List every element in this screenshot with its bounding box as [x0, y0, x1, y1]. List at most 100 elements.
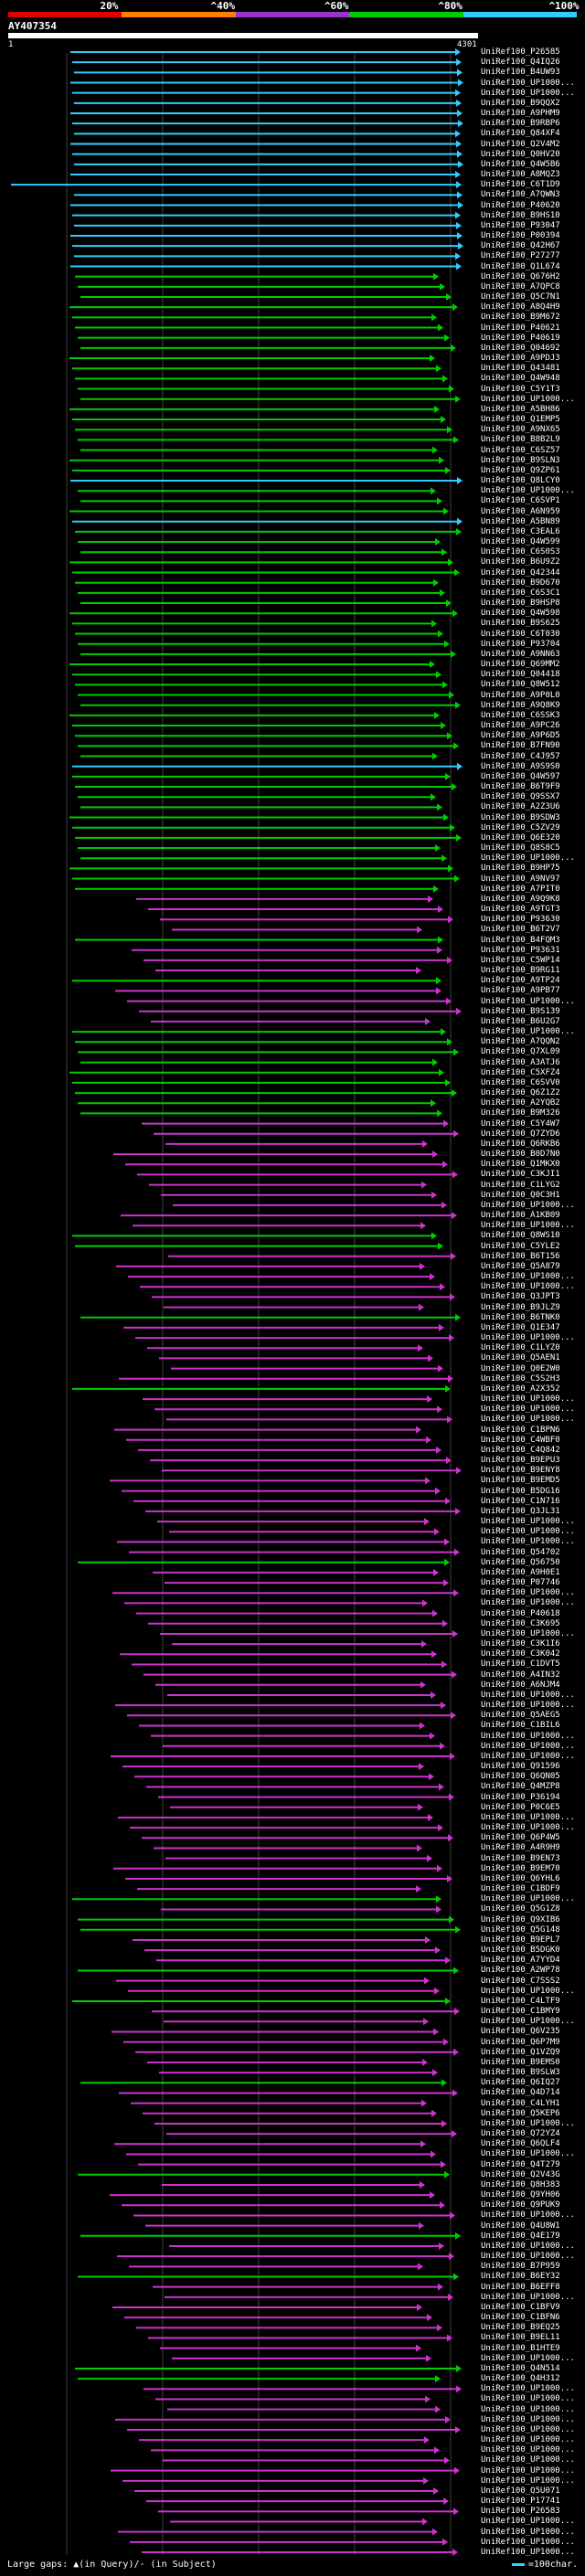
hit-row[interactable]	[72, 313, 437, 322]
hit-row[interactable]	[78, 487, 436, 495]
hit-row[interactable]	[75, 375, 448, 383]
hit-label[interactable]: UniRef100_UP1000...	[481, 1598, 575, 1608]
hit-row[interactable]	[74, 130, 461, 138]
hit-row[interactable]	[153, 1568, 439, 1576]
hit-label[interactable]: UniRef100_Q1MKX0	[481, 1160, 560, 1170]
hit-row[interactable]	[122, 2201, 445, 2210]
hit-label[interactable]: UniRef100_Q9YH06	[481, 2190, 560, 2200]
hit-row[interactable]	[78, 436, 459, 444]
hit-label[interactable]: UniRef100_B9HP75	[481, 864, 560, 874]
hit-row[interactable]	[80, 1313, 461, 1321]
hit-label[interactable]: UniRef100_B6U2G7	[481, 1016, 560, 1026]
hit-row[interactable]	[154, 2119, 447, 2127]
hit-label[interactable]: UniRef100_UP1000...	[481, 996, 575, 1006]
hit-label[interactable]: UniRef100_Q5C7N1	[481, 292, 560, 302]
hit-label[interactable]: UniRef100_A4R9H9	[481, 1843, 560, 1853]
hit-row[interactable]	[69, 610, 458, 618]
hit-row[interactable]	[146, 2497, 449, 2506]
hit-row[interactable]	[78, 2170, 450, 2178]
hit-row[interactable]	[139, 1722, 425, 1730]
hit-row[interactable]	[78, 1966, 459, 1975]
hit-label[interactable]: UniRef100_B9JLZ9	[481, 1302, 560, 1312]
hit-row[interactable]	[127, 1712, 456, 1720]
hit-label[interactable]: UniRef100_A2Z3U6	[481, 802, 560, 812]
hit-row[interactable]	[114, 2140, 426, 2148]
hit-label[interactable]: UniRef100_P40620	[481, 200, 560, 210]
hit-row[interactable]	[72, 211, 461, 219]
hit-label[interactable]: UniRef100_A7QWN3	[481, 190, 560, 200]
hit-label[interactable]: UniRef100_Q4H312	[481, 2374, 560, 2384]
hit-row[interactable]	[119, 1374, 453, 1383]
hit-row[interactable]	[143, 1395, 432, 1404]
hit-row[interactable]	[161, 1191, 437, 1199]
hit-label[interactable]: UniRef100_UP1000...	[481, 1812, 575, 1822]
hit-label[interactable]: UniRef100_P40621	[481, 323, 560, 333]
hit-label[interactable]: UniRef100_UP1000...	[481, 1394, 575, 1405]
hit-row[interactable]	[72, 568, 460, 577]
hit-row[interactable]	[75, 630, 443, 638]
hit-label[interactable]: UniRef100_C4Q842	[481, 1445, 560, 1455]
hit-label[interactable]: UniRef100_UP1000...	[481, 2445, 575, 2455]
hit-row[interactable]	[72, 1232, 437, 1240]
hit-label[interactable]: UniRef100_C3KJI1	[481, 1170, 560, 1180]
hit-row[interactable]	[78, 1099, 436, 1108]
hit-row[interactable]	[117, 1538, 450, 1546]
hit-row[interactable]	[118, 2528, 438, 2536]
hit-row[interactable]	[133, 1497, 451, 1505]
hit-label[interactable]: UniRef100_C5Y1T3	[481, 384, 560, 394]
hit-label[interactable]: UniRef100_B1HTE9	[481, 2343, 560, 2353]
hit-label[interactable]: UniRef100_UP1000...	[481, 394, 575, 404]
hit-label[interactable]: UniRef100_UP1000...	[481, 2292, 575, 2302]
hit-label[interactable]: UniRef100_Q6E320	[481, 832, 560, 843]
hit-row[interactable]	[140, 1283, 445, 1291]
hit-row[interactable]	[130, 1824, 443, 1832]
hit-row[interactable]	[134, 1773, 434, 1781]
hit-label[interactable]: UniRef100_P40618	[481, 1608, 560, 1618]
hit-label[interactable]: UniRef100_P36194	[481, 1792, 560, 1802]
hit-label[interactable]: UniRef100_B6T9F9	[481, 782, 560, 792]
hit-row[interactable]	[166, 1415, 452, 1424]
hit-row[interactable]	[123, 2038, 449, 2046]
hit-label[interactable]: UniRef100_P27277	[481, 251, 560, 261]
hit-label[interactable]: UniRef100_UP1000...	[481, 88, 575, 98]
hit-label[interactable]: UniRef100_C6SVV0	[481, 1077, 560, 1087]
hit-row[interactable]	[151, 2446, 440, 2454]
hit-row[interactable]	[72, 620, 437, 628]
hit-row[interactable]	[169, 2242, 444, 2250]
hit-row[interactable]	[151, 1732, 435, 1740]
hit-label[interactable]: UniRef100_UP1000...	[481, 1282, 575, 1292]
hit-label[interactable]: UniRef100_C1LYZ0	[481, 1343, 560, 1353]
hit-row[interactable]	[129, 2263, 423, 2271]
hit-label[interactable]: UniRef100_UP1000...	[481, 2548, 575, 2557]
hit-label[interactable]: UniRef100_A9Q8K9	[481, 700, 560, 710]
hit-row[interactable]	[135, 1334, 454, 1342]
hit-row[interactable]	[139, 1007, 462, 1015]
hit-row[interactable]	[69, 661, 435, 669]
hit-row[interactable]	[148, 2334, 452, 2342]
hit-label[interactable]: UniRef100_B6TNK0	[481, 1312, 560, 1322]
hit-label[interactable]: UniRef100_C4LTF9	[481, 1996, 560, 2006]
hit-row[interactable]	[112, 2028, 439, 2036]
hit-row[interactable]	[70, 171, 461, 179]
hit-label[interactable]: UniRef100_A9P0L0	[481, 690, 560, 700]
hit-row[interactable]	[69, 405, 440, 413]
hit-label[interactable]: UniRef100_Q6QLF4	[481, 2139, 560, 2149]
hit-row[interactable]	[160, 2344, 421, 2352]
hit-label[interactable]: UniRef100_C6S0S3	[481, 547, 560, 557]
hit-label[interactable]: UniRef100_UP1000...	[481, 853, 575, 864]
hit-label[interactable]: UniRef100_B5DG16	[481, 1486, 560, 1496]
hit-label[interactable]: UniRef100_A9H0E1	[481, 1567, 560, 1577]
hit-row[interactable]	[74, 191, 463, 199]
hit-row[interactable]	[155, 2395, 431, 2403]
hit-label[interactable]: UniRef100_Q5KEP6	[481, 2108, 560, 2118]
hit-label[interactable]: UniRef100_B9SDW3	[481, 812, 560, 822]
hit-row[interactable]	[160, 1629, 458, 1638]
hit-label[interactable]: UniRef100_Q9ZP61	[481, 465, 560, 475]
hit-row[interactable]	[126, 2150, 436, 2158]
hit-label[interactable]: UniRef100_A9NV97	[481, 874, 560, 884]
hit-label[interactable]: UniRef100_B9EQ25	[481, 2323, 560, 2333]
hit-label[interactable]: UniRef100_C5Y4W7	[481, 1118, 560, 1129]
hit-row[interactable]	[158, 1793, 454, 1801]
hit-row[interactable]	[115, 1701, 446, 1710]
hit-label[interactable]: UniRef100_UP1000...	[481, 1272, 575, 1282]
